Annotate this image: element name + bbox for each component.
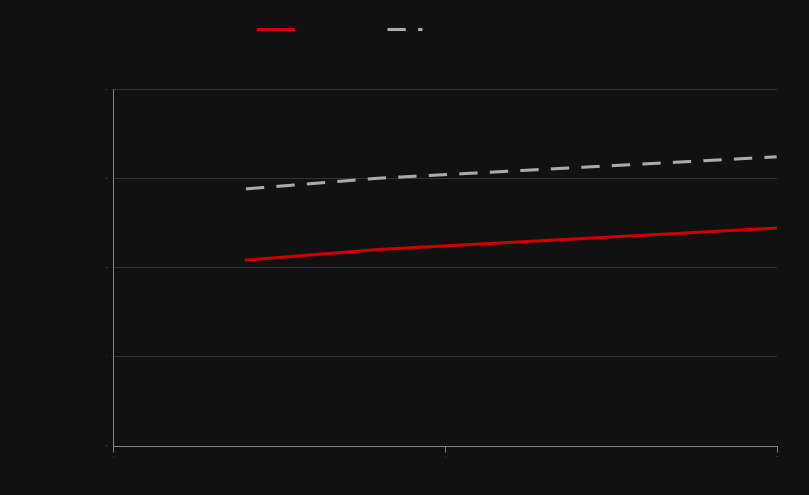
Legend: , : ,: [252, 18, 438, 43]
